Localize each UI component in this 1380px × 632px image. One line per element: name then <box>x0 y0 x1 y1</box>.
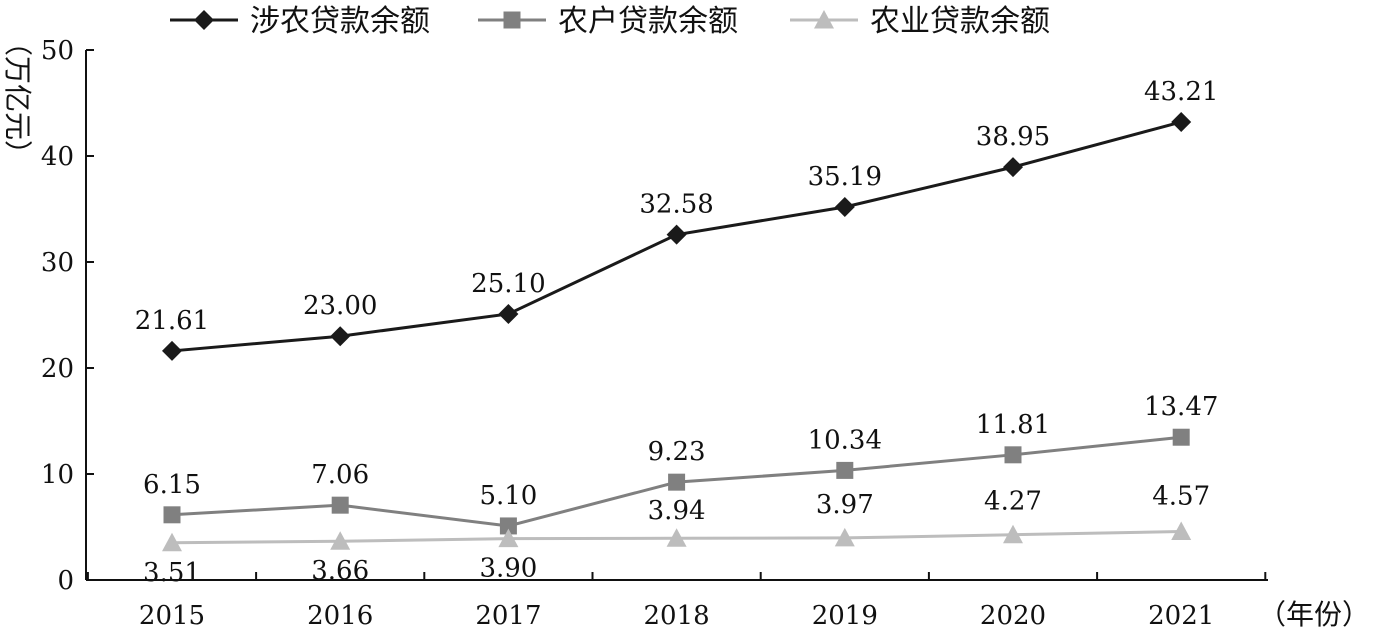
data-labels: 21.61 23.00 25.10 32.58 35.19 38.95 43.21 6.15 7… <box>135 77 1219 588</box>
data-point <box>666 224 687 245</box>
data-point <box>834 196 855 217</box>
y-tick-label: 50 <box>41 36 74 66</box>
legend-label: 农户贷款余额 <box>558 4 738 39</box>
data-point <box>1004 446 1022 464</box>
y-tick-label: 20 <box>41 354 74 384</box>
data-label: 4.57 <box>1152 482 1210 512</box>
legend-marker <box>194 10 214 30</box>
x-tick-label: 2018 <box>644 601 710 631</box>
data-point <box>162 532 182 552</box>
data-label: 10.34 <box>808 425 882 455</box>
x-tick-label: 2021 <box>1148 601 1214 631</box>
data-label: 3.97 <box>816 490 874 520</box>
x-tick-label: 2017 <box>475 601 541 631</box>
legend-item: 农业贷款余额 <box>790 4 1050 39</box>
data-point <box>330 326 351 347</box>
data-point <box>1003 157 1023 178</box>
data-label: 4.27 <box>984 487 1042 517</box>
legend-marker <box>503 11 521 29</box>
y-tick-label: 40 <box>41 142 74 172</box>
data-point <box>498 528 519 548</box>
axes: 0 10 20 30 40 50 2015 2016 2017 2018 2019 2020 2021 （… <box>1 28 1370 631</box>
x-tick-label: 2016 <box>307 601 373 631</box>
legend-label: 涉农贷款余额 <box>250 4 430 39</box>
data-label: 35.19 <box>808 162 882 192</box>
data-point <box>834 527 855 547</box>
data-label: 21.61 <box>135 306 209 336</box>
data-point <box>330 531 351 550</box>
x-tick-label: 2019 <box>812 601 878 631</box>
legend-item: 涉农贷款余额 <box>170 4 430 39</box>
data-point <box>162 340 182 361</box>
data-label: 32.58 <box>639 190 713 220</box>
data-label: 3.90 <box>479 554 537 584</box>
data-label: 23.00 <box>303 291 377 321</box>
data-point <box>668 473 686 491</box>
legend: 涉农贷款余额 农户贷款余额 农业贷款余额 <box>170 4 1050 39</box>
data-label: 3.66 <box>311 556 369 586</box>
legend-marker <box>814 10 834 29</box>
data-label: 7.06 <box>311 460 369 490</box>
data-point <box>1171 111 1192 132</box>
data-point <box>1172 428 1190 446</box>
data-label: 11.81 <box>976 410 1050 440</box>
data-point <box>836 461 854 479</box>
data-label: 6.15 <box>143 470 201 500</box>
x-tick-label: 2015 <box>139 601 205 631</box>
legend-item: 农户贷款余额 <box>478 4 738 39</box>
series-layer <box>162 111 1192 552</box>
data-point <box>1003 524 1023 544</box>
data-label: 25.10 <box>471 269 545 299</box>
data-point <box>1171 521 1192 541</box>
y-tick-label: 30 <box>41 248 74 278</box>
data-point <box>499 517 517 535</box>
data-label: 9.23 <box>648 437 706 467</box>
y-tick-label: 10 <box>41 460 74 490</box>
data-label: 5.10 <box>479 481 537 511</box>
x-tick-label: 2020 <box>980 601 1046 631</box>
x-axis-title: （年份） <box>1258 598 1370 631</box>
data-point <box>666 528 687 547</box>
data-label: 43.21 <box>1144 77 1218 107</box>
data-label: 3.94 <box>648 496 706 526</box>
data-point <box>163 506 181 524</box>
data-label: 3.51 <box>143 558 201 588</box>
y-axis-title: （万亿元） <box>1 28 34 168</box>
data-label: 13.47 <box>1144 392 1218 422</box>
data-label: 38.95 <box>976 122 1050 152</box>
y-tick-label: 0 <box>57 566 74 596</box>
data-point <box>331 496 349 514</box>
legend-label: 农业贷款余额 <box>870 4 1050 39</box>
data-point <box>498 303 519 324</box>
